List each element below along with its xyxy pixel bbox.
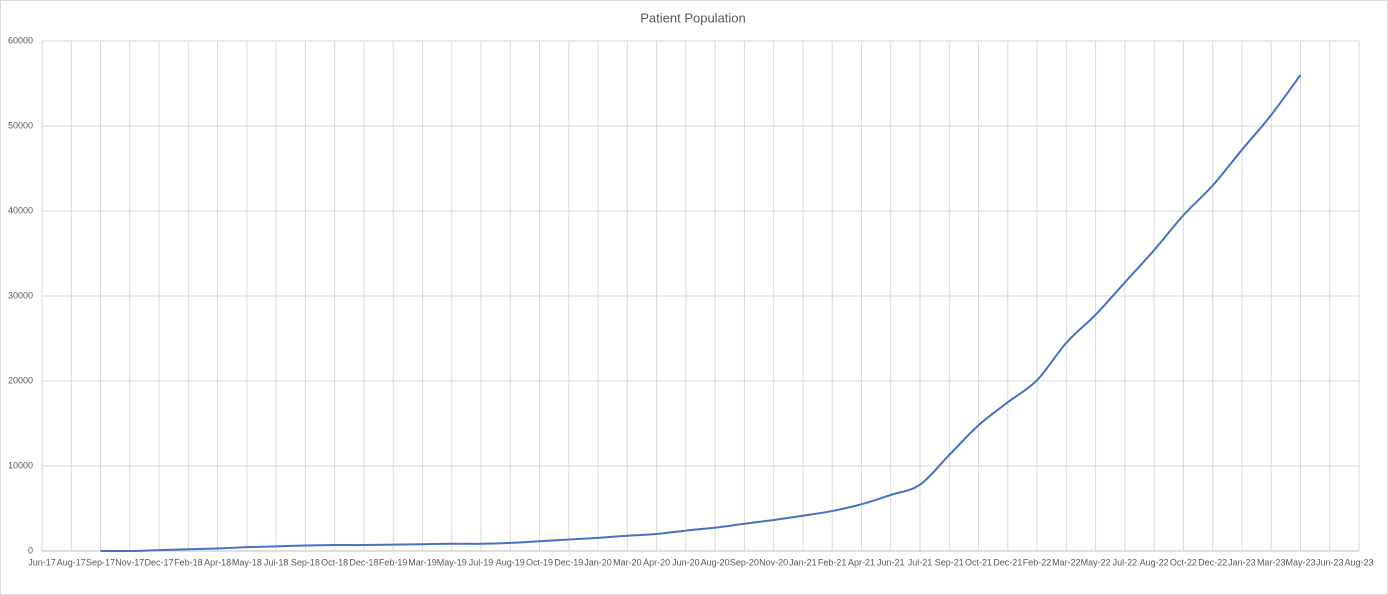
x-tick-label: Apr-20: [643, 557, 670, 567]
x-tick-label: Nov-17: [115, 557, 144, 567]
x-tick-label: Aug-22: [1140, 557, 1169, 567]
x-tick-label: Aug-17: [57, 557, 86, 567]
x-tick-label: Dec-21: [993, 557, 1022, 567]
x-tick-label: Oct-21: [965, 557, 992, 567]
x-tick-label: Jan-21: [789, 557, 817, 567]
x-tick-label: Jun-23: [1316, 557, 1344, 567]
x-tick-label: Sep-20: [730, 557, 759, 567]
x-tick-label: Dec-18: [349, 557, 378, 567]
x-tick-label: May-18: [232, 557, 262, 567]
x-tick-label: Aug-19: [496, 557, 525, 567]
x-tick-label: Jun-20: [672, 557, 700, 567]
x-tick-label: Oct-18: [321, 557, 348, 567]
x-tick-label: Sep-21: [935, 557, 964, 567]
x-tick-label: May-23: [1285, 557, 1315, 567]
data-line: [100, 74, 1302, 553]
x-tick-label: Dec-19: [554, 557, 583, 567]
y-tick-label: 20000: [8, 375, 33, 385]
x-tick-label: Mar-20: [613, 557, 642, 567]
x-tick-label: Mar-19: [408, 557, 437, 567]
y-tick-label: 10000: [8, 460, 33, 470]
y-tick-label: 30000: [8, 290, 33, 300]
x-tick-label: Dec-17: [145, 557, 174, 567]
chart-title: Patient Population: [640, 10, 746, 25]
x-tick-label: Apr-18: [204, 557, 231, 567]
x-tick-label: Jul-22: [1113, 557, 1138, 567]
x-tick-label: May-19: [437, 557, 467, 567]
x-tick-label: Jul-18: [264, 557, 289, 567]
y-tick-label: 60000: [8, 35, 33, 45]
x-tick-label: Mar-22: [1052, 557, 1081, 567]
x-tick-label: Jan-20: [584, 557, 612, 567]
y-tick-label: 50000: [8, 120, 33, 130]
x-tick-label: Jul-21: [908, 557, 933, 567]
x-tick-label: Feb-22: [1023, 557, 1052, 567]
x-tick-label: Mar-23: [1257, 557, 1286, 567]
x-tick-label: May-22: [1081, 557, 1111, 567]
x-tick-label: Feb-19: [379, 557, 408, 567]
x-tick-label: Sep-18: [291, 557, 320, 567]
y-tick-label: 40000: [8, 205, 33, 215]
x-tick-label: Feb-18: [174, 557, 203, 567]
x-tick-label: Dec-22: [1198, 557, 1227, 567]
x-tick-label: Jun-21: [877, 557, 905, 567]
x-tick-label: Jan-23: [1228, 557, 1256, 567]
x-tick-label: Sep-17: [86, 557, 115, 567]
x-tick-label: Nov-20: [759, 557, 788, 567]
x-tick-label: Jul-19: [469, 557, 494, 567]
x-tick-label: Oct-22: [1170, 557, 1197, 567]
x-tick-label: Apr-21: [848, 557, 875, 567]
x-tick-label: Aug-20: [701, 557, 730, 567]
x-tick-label: Oct-19: [526, 557, 553, 567]
x-tick-label: Aug-23: [1344, 557, 1373, 567]
y-tick-label: 0: [28, 545, 33, 555]
x-tick-label: Feb-21: [818, 557, 847, 567]
x-tick-label: Jun-17: [28, 557, 56, 567]
